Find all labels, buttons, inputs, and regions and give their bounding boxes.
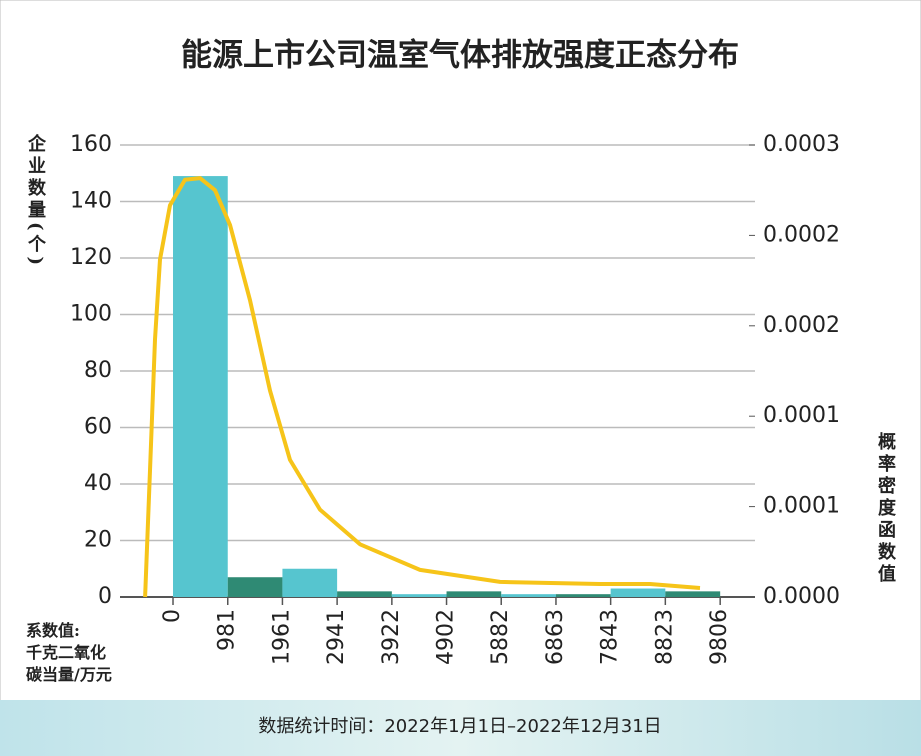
x-tick-label: 8823 — [652, 609, 677, 665]
y-tick-label: 140 — [70, 189, 112, 214]
y2-tick-label: 0.0003 — [763, 132, 840, 157]
x-tick-label: 981 — [215, 609, 240, 651]
bar — [337, 591, 392, 597]
y2-tick-label: 0.0002 — [763, 222, 840, 247]
y2-axis-label: 概率密度函数值 — [875, 432, 896, 586]
y-tick-label: 40 — [84, 471, 112, 496]
bar — [282, 568, 338, 597]
x-tick-label: 3922 — [379, 609, 404, 665]
bar — [665, 591, 721, 597]
bar — [446, 591, 502, 597]
x-tick-label: 6863 — [543, 609, 568, 665]
y-tick-label: 160 — [70, 132, 112, 157]
y2-tick-label: 0.0001 — [763, 403, 840, 428]
x-tick-label: 7843 — [598, 609, 623, 665]
x-tick-label: 2941 — [324, 609, 349, 665]
bar — [173, 176, 228, 597]
x-tick-label: 0 — [160, 609, 185, 623]
bar — [501, 594, 556, 597]
y-tick-label: 0 — [98, 584, 112, 609]
x-label-line: 系数值: — [26, 621, 80, 640]
footer-band — [0, 700, 921, 756]
x-tick-label: 1961 — [269, 609, 294, 665]
x-label-line: 碳当量/万元 — [26, 665, 112, 684]
x-tick-label: 5882 — [488, 609, 513, 665]
bar — [555, 594, 611, 597]
y-tick-label: 20 — [84, 528, 112, 553]
y2-tick-label: 0.0001 — [763, 494, 840, 519]
bar — [227, 577, 283, 597]
y-tick-label: 60 — [84, 415, 112, 440]
density-curve — [143, 176, 701, 598]
x-axis-label: 系数值: 千克二氧化 碳当量/万元 — [26, 620, 112, 686]
y-tick-label: 100 — [70, 302, 112, 327]
x-tick-label: 4902 — [434, 609, 459, 665]
y2-tick-label: 0.0002 — [763, 313, 840, 338]
chart-title: 能源上市公司温室气体排放强度正态分布 — [181, 38, 739, 74]
footnote: 数据统计时间：2022年1月1日–2022年12月31日 — [258, 716, 661, 737]
x-tick-label: 9806 — [707, 609, 732, 665]
y-tick-label: 80 — [84, 358, 112, 383]
x-label-line: 千克二氧化 — [26, 643, 107, 662]
y-tick-label: 120 — [70, 245, 112, 270]
y-axis-label: 企业数量(个) — [25, 134, 46, 270]
bar — [610, 588, 666, 597]
y2-tick-label: 0.0000 — [763, 584, 840, 609]
bar — [391, 594, 447, 597]
